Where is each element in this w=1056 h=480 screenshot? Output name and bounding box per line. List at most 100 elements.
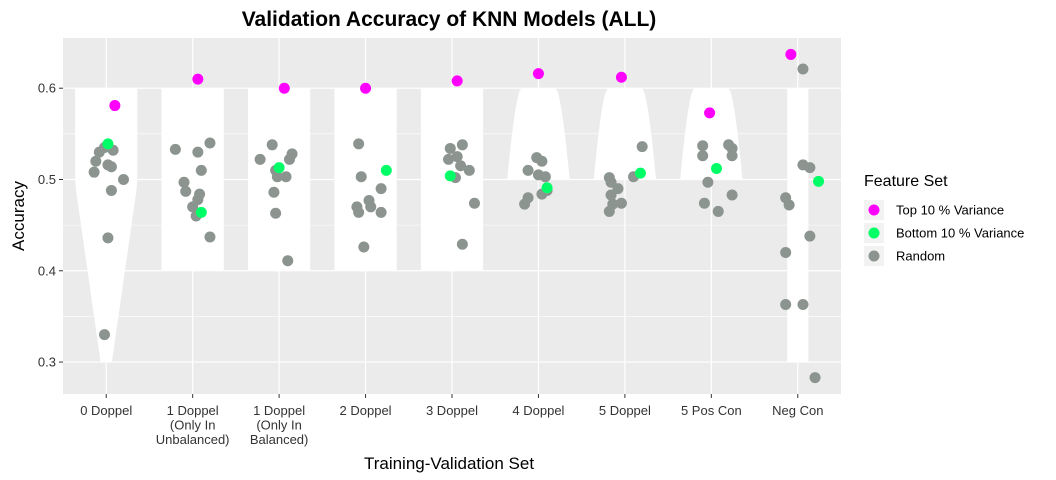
data-point bbox=[615, 197, 627, 209]
data-point bbox=[268, 186, 280, 198]
data-point bbox=[380, 164, 392, 176]
data-point bbox=[195, 164, 207, 176]
data-point bbox=[118, 173, 130, 185]
legend-entry-label: Bottom 10 % Variance bbox=[896, 226, 1024, 241]
data-point bbox=[605, 189, 617, 201]
data-point bbox=[532, 68, 544, 80]
data-point bbox=[102, 138, 114, 150]
data-point bbox=[726, 189, 738, 201]
x-tick-label: (Only In bbox=[170, 418, 216, 433]
data-point bbox=[365, 201, 377, 213]
data-point bbox=[444, 170, 456, 182]
violin-shape bbox=[75, 88, 138, 363]
data-point bbox=[273, 162, 285, 174]
data-point bbox=[698, 197, 710, 209]
data-point bbox=[804, 230, 816, 242]
data-point bbox=[358, 241, 370, 253]
data-point bbox=[603, 205, 615, 217]
legend-key-marker bbox=[868, 227, 880, 239]
data-point bbox=[195, 206, 207, 218]
x-tick-label: Unbalanced) bbox=[156, 432, 230, 447]
data-point bbox=[88, 166, 100, 178]
data-point bbox=[813, 175, 825, 187]
data-point bbox=[539, 171, 551, 183]
point-layer bbox=[88, 48, 825, 384]
data-point bbox=[785, 48, 797, 60]
x-tick-label: 0 Doppel bbox=[80, 403, 132, 418]
data-point bbox=[90, 155, 102, 167]
y-tick-label: 0.5 bbox=[38, 172, 56, 187]
data-point bbox=[192, 146, 204, 158]
data-point bbox=[270, 207, 282, 219]
data-point bbox=[283, 153, 295, 165]
y-axis: 0.3 0.4 0.5 0.6 bbox=[38, 81, 63, 370]
data-point bbox=[634, 167, 646, 179]
data-point bbox=[444, 142, 456, 154]
data-point bbox=[463, 164, 475, 176]
data-point bbox=[712, 205, 724, 217]
legend-entries: Top 10 % Variance Bottom 10 % Variance Ran… bbox=[864, 200, 1024, 266]
data-point bbox=[704, 107, 716, 119]
data-point bbox=[541, 182, 553, 194]
data-point bbox=[697, 140, 709, 152]
data-point bbox=[360, 82, 372, 94]
violin-shape bbox=[161, 88, 224, 271]
data-point bbox=[605, 176, 617, 188]
data-point bbox=[536, 155, 548, 167]
x-axis-title: Training-Validation Set bbox=[364, 454, 534, 473]
data-point bbox=[355, 171, 367, 183]
data-point bbox=[204, 231, 216, 243]
x-tick-label: 5 Pos Con bbox=[681, 403, 742, 418]
data-point bbox=[109, 100, 121, 112]
data-point bbox=[780, 299, 792, 311]
data-point bbox=[443, 153, 455, 165]
legend-title: Feature Set bbox=[864, 173, 948, 190]
data-point bbox=[353, 138, 365, 150]
data-point bbox=[375, 206, 387, 218]
data-point bbox=[456, 238, 468, 250]
data-point bbox=[353, 206, 365, 218]
data-point bbox=[519, 198, 531, 210]
data-point bbox=[711, 163, 723, 175]
data-point bbox=[702, 176, 714, 188]
legend-key-marker bbox=[868, 250, 880, 262]
data-point bbox=[254, 153, 266, 165]
data-point bbox=[522, 164, 534, 176]
data-point bbox=[278, 82, 290, 94]
chart-title: Validation Accuracy of KNN Models (ALL) bbox=[242, 8, 657, 31]
legend-key-marker bbox=[868, 204, 880, 216]
data-point bbox=[797, 63, 809, 75]
data-point bbox=[192, 73, 204, 85]
data-point bbox=[451, 151, 463, 163]
data-point bbox=[726, 142, 738, 154]
x-tick-label: 5 Doppel bbox=[599, 403, 651, 418]
data-point bbox=[375, 183, 387, 195]
legend-entry-label: Top 10 % Variance bbox=[896, 203, 1004, 218]
x-tick-label: Balanced) bbox=[250, 432, 309, 447]
y-axis-title: Accuracy bbox=[9, 181, 28, 251]
data-point bbox=[105, 184, 117, 196]
data-point bbox=[280, 171, 292, 183]
data-point bbox=[783, 199, 795, 211]
data-point bbox=[804, 162, 816, 174]
x-tick-label: 1 Doppel bbox=[253, 403, 305, 418]
data-point bbox=[102, 232, 114, 244]
x-tick-label: 4 Doppel bbox=[512, 403, 564, 418]
data-point bbox=[98, 329, 110, 341]
data-point bbox=[282, 255, 294, 267]
data-point bbox=[187, 201, 199, 213]
data-point bbox=[636, 141, 648, 153]
legend-entry-label: Random bbox=[896, 249, 945, 264]
x-tick-label: 2 Doppel bbox=[340, 403, 392, 418]
violin-shape bbox=[787, 88, 809, 363]
data-point bbox=[105, 161, 117, 173]
y-tick-label: 0.4 bbox=[38, 263, 56, 278]
data-point bbox=[271, 171, 283, 183]
data-point bbox=[615, 71, 627, 83]
data-point bbox=[456, 139, 468, 151]
violin-shape bbox=[593, 88, 656, 180]
data-point bbox=[780, 247, 792, 259]
data-point bbox=[612, 183, 624, 195]
